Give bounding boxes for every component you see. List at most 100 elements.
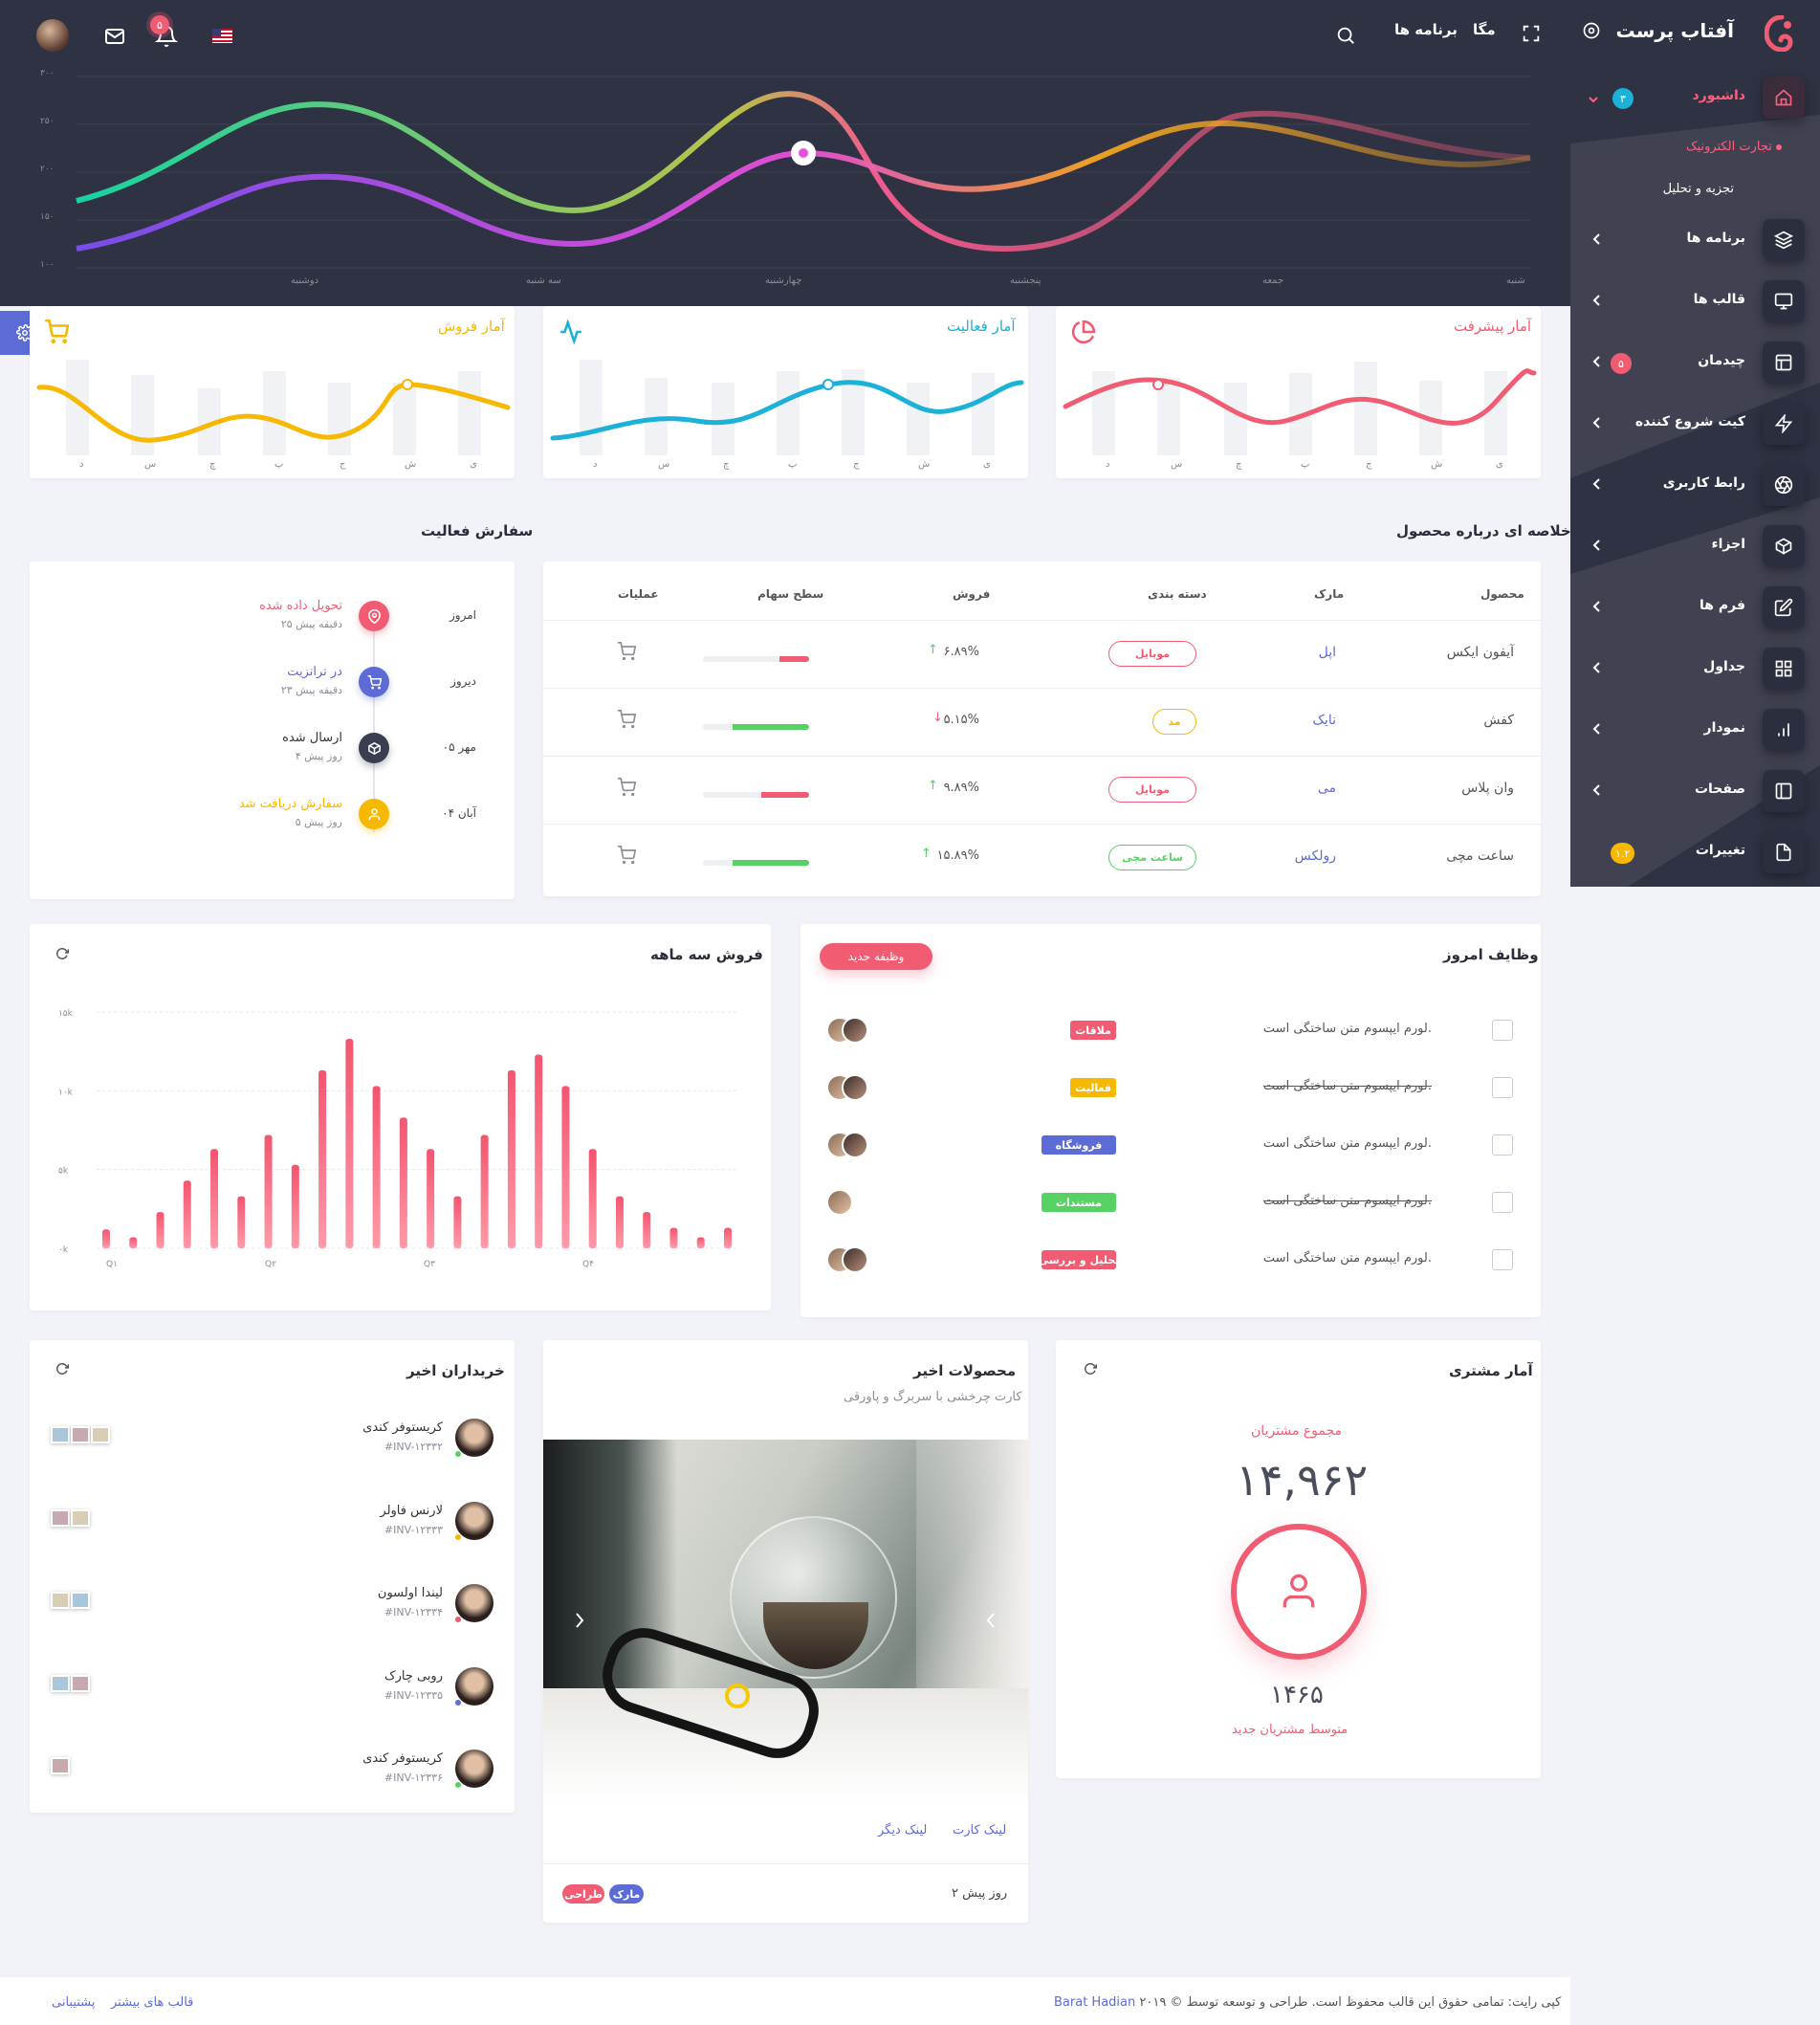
- notification-badge: ۵: [150, 15, 169, 34]
- buyer-invoice: #INV-۱۲۳۳۳: [384, 1523, 443, 1536]
- refresh-icon[interactable]: [1084, 1362, 1097, 1376]
- layout-icon: [1763, 341, 1805, 384]
- bar[interactable]: [264, 1134, 273, 1248]
- us-flag-icon[interactable]: [212, 29, 232, 43]
- cart-icon[interactable]: [617, 778, 636, 797]
- bar[interactable]: [210, 1149, 219, 1248]
- product-brand[interactable]: نایک: [1312, 713, 1336, 728]
- bar[interactable]: [724, 1227, 732, 1248]
- task-assignee-avatar: [826, 1189, 853, 1216]
- bar[interactable]: [535, 1054, 543, 1248]
- footer-author[interactable]: Barat Hadian: [1054, 1995, 1136, 2010]
- chevron-left-icon: [1592, 723, 1600, 735]
- task-checkbox[interactable]: [1492, 1077, 1513, 1098]
- sidebar-item-layout[interactable]: چیدمان ۵: [1570, 334, 1820, 395]
- activity-time: ۵ روز پیش: [295, 816, 342, 828]
- sidebar-subitem-ecommerce[interactable]: تجارت الکترونیک: [1686, 140, 1789, 154]
- stock-level-bar: [703, 792, 809, 798]
- weekday-label: ش: [918, 459, 931, 470]
- task-checkbox[interactable]: [1492, 1020, 1513, 1041]
- task-checkbox[interactable]: [1492, 1192, 1513, 1213]
- weekday-label: س: [144, 459, 157, 470]
- bar[interactable]: [669, 1227, 678, 1248]
- bar[interactable]: [129, 1237, 138, 1248]
- card-link[interactable]: لینک کارت: [953, 1823, 1007, 1838]
- sidebar-item-dashboard[interactable]: داشبورد ۳: [1570, 69, 1820, 130]
- bar[interactable]: [561, 1086, 570, 1248]
- bar[interactable]: [183, 1180, 191, 1248]
- sidebar-item-layers[interactable]: برنامه ها: [1570, 211, 1820, 273]
- bar[interactable]: [615, 1196, 624, 1248]
- tag-brand[interactable]: مارک: [609, 1884, 644, 1904]
- bar[interactable]: [480, 1134, 489, 1248]
- bar[interactable]: [588, 1149, 597, 1248]
- header-link-apps[interactable]: برنامه ها: [1394, 21, 1458, 38]
- bar[interactable]: [696, 1237, 705, 1248]
- weekday-label: پ: [1301, 459, 1310, 470]
- bar[interactable]: [291, 1164, 299, 1248]
- product-brand[interactable]: اپل: [1318, 645, 1336, 660]
- stat-card-title: آمار فروش: [438, 318, 505, 335]
- activity-time: ۲۵ دقیقه پیش: [280, 618, 342, 630]
- bar[interactable]: [427, 1149, 435, 1248]
- sidebar-subitem-analytics[interactable]: تجزیه و تحلیل: [1662, 182, 1734, 196]
- task-checkbox[interactable]: [1492, 1249, 1513, 1270]
- sidebar-item-sidebar[interactable]: صفحات: [1570, 762, 1820, 824]
- sidebar-item-label: اجزاء: [1711, 537, 1745, 552]
- buyer-avatar: [455, 1419, 493, 1457]
- refresh-icon[interactable]: [55, 1362, 69, 1376]
- header-link-mega[interactable]: مگا: [1473, 21, 1496, 38]
- another-link[interactable]: لینک دیگر: [878, 1823, 928, 1838]
- task-checkbox[interactable]: [1492, 1134, 1513, 1156]
- cart-icon[interactable]: [617, 642, 636, 661]
- footer-link-more-templates[interactable]: قالب های بیشتر: [111, 1995, 194, 2010]
- bar[interactable]: [318, 1069, 327, 1248]
- new-task-button[interactable]: وظیفه جدید: [820, 943, 932, 970]
- carousel-next-icon[interactable]: [985, 1612, 997, 1629]
- bar[interactable]: [372, 1086, 381, 1248]
- hero-x-label: شنبه: [1506, 275, 1525, 286]
- buyer-avatar: [455, 1584, 493, 1622]
- bar[interactable]: [643, 1212, 651, 1248]
- stock-level-fill: [733, 724, 809, 730]
- hero-y-tick-200: ۲۰۰: [40, 165, 55, 174]
- sidebar-item-zap[interactable]: کیت شروع کننده: [1570, 395, 1820, 456]
- weekday-label: س: [1171, 459, 1183, 470]
- sidebar-item-grid[interactable]: جداول: [1570, 640, 1820, 701]
- y-tick-label: ۵k: [58, 1167, 69, 1177]
- search-icon[interactable]: [1335, 25, 1356, 46]
- mail-icon[interactable]: [103, 25, 126, 48]
- cart-icon[interactable]: [617, 846, 636, 865]
- sidebar-item-edit[interactable]: فرم ها: [1570, 579, 1820, 640]
- bar[interactable]: [237, 1196, 246, 1248]
- sidebar-item-bar-chart[interactable]: نمودار: [1570, 701, 1820, 762]
- sidebar-item-aperture[interactable]: رابط کاربری: [1570, 456, 1820, 517]
- sidebar-item-file[interactable]: تغییرات ۱.۲: [1570, 824, 1820, 885]
- product-brand[interactable]: می: [1317, 781, 1336, 796]
- sidebar-settings-icon[interactable]: [1582, 21, 1607, 46]
- tag-design[interactable]: طراحی: [562, 1884, 604, 1904]
- bar[interactable]: [102, 1229, 110, 1248]
- user-avatar[interactable]: [36, 19, 69, 52]
- product-brand[interactable]: رولکس: [1294, 848, 1336, 864]
- product-sales: ۶.۸۹%: [943, 645, 979, 659]
- footer-link-support[interactable]: پشتیبانی: [52, 1995, 96, 2010]
- weekday-label: ج: [340, 459, 346, 470]
- bar[interactable]: [399, 1117, 407, 1248]
- grid-icon: [1763, 648, 1805, 690]
- cart-icon[interactable]: [617, 710, 636, 729]
- bar[interactable]: [507, 1069, 515, 1248]
- sidebar-item-box[interactable]: اجزاء: [1570, 517, 1820, 579]
- weekday-label: ش: [405, 459, 417, 470]
- task-assignee-avatar: [842, 1246, 868, 1273]
- bar[interactable]: [156, 1212, 164, 1248]
- bar[interactable]: [453, 1196, 462, 1248]
- bar[interactable]: [345, 1038, 354, 1248]
- activity-day: ۰۴ آبان: [442, 806, 476, 820]
- refresh-icon[interactable]: [55, 947, 69, 960]
- carousel-prev-icon[interactable]: [574, 1612, 585, 1629]
- sidebar-item-monitor[interactable]: قالب ها: [1570, 273, 1820, 334]
- buyer-invoice: #INV-۱۲۳۳۵: [384, 1688, 443, 1702]
- fullscreen-icon[interactable]: [1521, 23, 1542, 44]
- task-assignee-avatar: [842, 1074, 868, 1101]
